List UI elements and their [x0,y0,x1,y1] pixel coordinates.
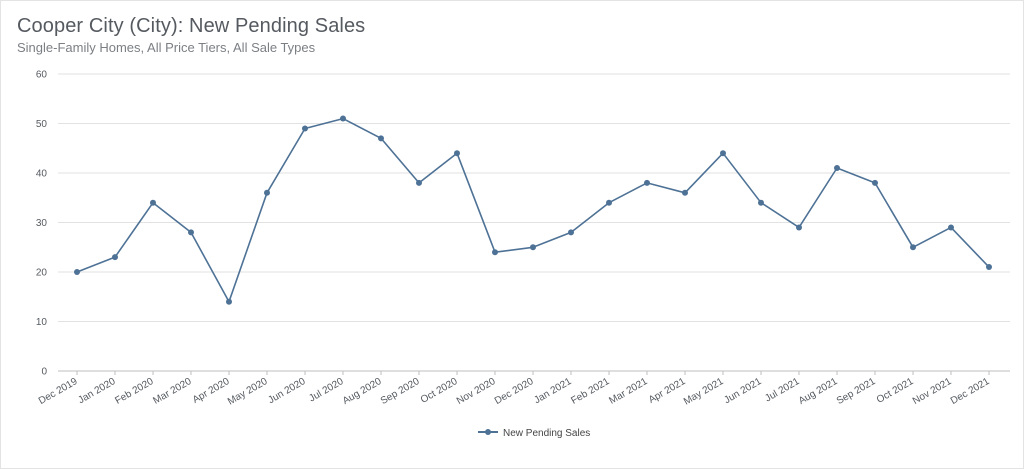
data-point[interactable] [416,179,422,186]
data-point[interactable] [986,264,992,271]
y-tick-labels: 0 10 20 30 40 50 60 [36,70,48,378]
x-tick-label: Nov 2020 [455,376,498,407]
y-tick-label: 60 [36,70,48,81]
x-tick-label: Jan 2021 [532,376,574,406]
data-point[interactable] [682,189,688,196]
data-point[interactable] [340,115,346,122]
x-tick-label: Dec 2021 [949,376,992,407]
legend[interactable]: New Pending Sales [478,428,590,439]
data-point[interactable] [226,298,232,305]
x-tick-label: Sep 2021 [835,376,878,407]
data-point[interactable] [302,125,308,132]
series-line [76,117,990,303]
data-point[interactable] [796,224,802,231]
data-point[interactable] [758,199,764,206]
x-tick-label: May 2020 [226,376,270,408]
x-tick-label: Sep 2020 [379,376,422,407]
y-tick-label: 50 [36,119,48,130]
data-point[interactable] [150,199,156,206]
x-tick-label: Jul 2020 [307,376,346,405]
chart-subtitle: Single-Family Homes, All Price Tiers, Al… [17,40,316,55]
x-tick-label: Apr 2020 [191,376,232,406]
x-tick-label: Oct 2020 [419,376,460,406]
y-tick-label: 10 [36,317,48,328]
data-point[interactable] [720,150,726,157]
data-point[interactable] [910,244,916,251]
data-point[interactable] [112,254,118,261]
x-tick-label: Apr 2021 [647,376,688,406]
data-point[interactable] [568,229,574,236]
series-group [74,115,992,305]
x-tick-label: Jun 2021 [722,376,764,406]
chart-title: Cooper City (City): New Pending Sales [17,15,366,37]
data-point[interactable] [530,244,536,251]
x-tick-label: Nov 2021 [911,376,954,407]
y-tick-label: 0 [41,367,47,378]
data-point[interactable] [378,135,384,142]
data-point[interactable] [644,179,650,186]
y-tick-label: 20 [36,268,48,279]
data-point[interactable] [834,165,840,172]
data-point[interactable] [74,269,80,275]
y-tick-label: 40 [36,169,48,180]
x-tick-label: May 2021 [682,376,726,408]
x-tick-label: Dec 2020 [493,376,536,407]
data-point[interactable] [188,229,194,236]
x-tick-label: Feb 2021 [569,376,611,407]
x-tick-label: Oct 2021 [875,376,916,406]
x-tick-label: Aug 2021 [797,376,840,407]
data-point[interactable] [492,249,498,256]
data-point[interactable] [606,199,612,206]
x-tick-label: Jan 2020 [76,376,118,406]
data-point[interactable] [872,179,878,186]
data-point[interactable] [264,189,270,196]
x-tick-label: Mar 2020 [151,376,193,407]
x-tick-label: Mar 2021 [607,376,649,407]
x-tick-label: Jul 2021 [763,376,802,405]
x-tick-label: Feb 2020 [113,376,155,407]
x-tick-label: Dec 2019 [37,376,80,407]
y-tick-label: 30 [36,218,48,229]
gridlines [58,73,1010,372]
x-tick-label: Aug 2020 [341,376,384,407]
legend-marker [485,429,491,435]
data-point[interactable] [948,224,954,231]
x-tick-label: Jun 2020 [266,376,308,406]
legend-label: New Pending Sales [503,428,590,439]
data-point[interactable] [454,150,460,157]
